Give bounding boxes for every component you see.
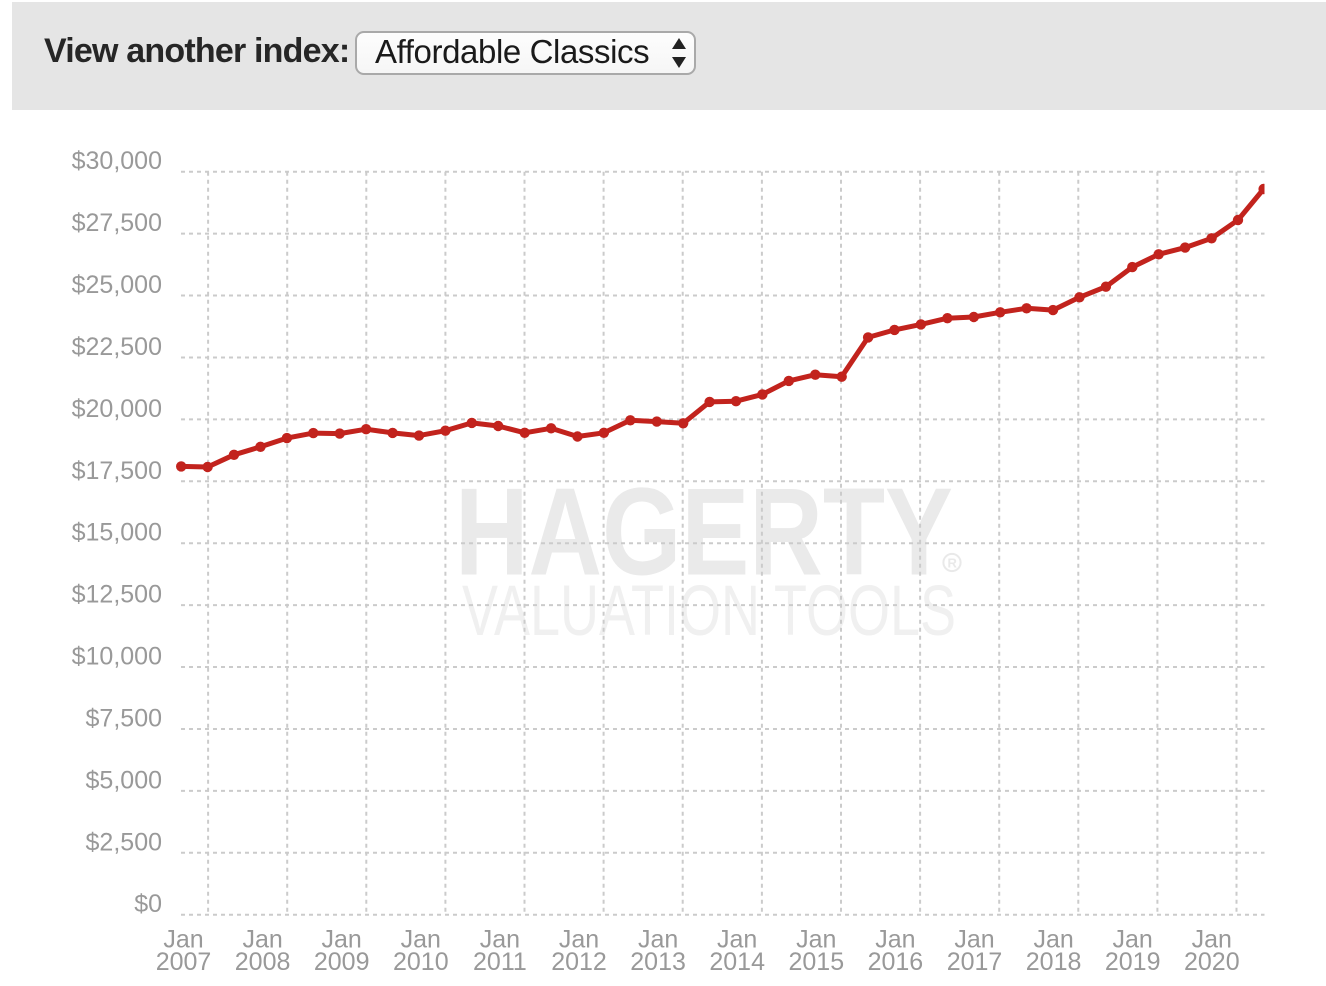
svg-text:$30,000: $30,000 <box>72 147 162 175</box>
svg-text:VALUATION TOOLS: VALUATION TOOLS <box>462 572 956 651</box>
svg-text:$5,000: $5,000 <box>86 766 162 794</box>
svg-text:R: R <box>948 556 958 571</box>
svg-text:$27,500: $27,500 <box>72 209 162 237</box>
svg-text:$20,000: $20,000 <box>72 395 162 423</box>
svg-text:$17,500: $17,500 <box>72 457 162 485</box>
svg-text:$7,500: $7,500 <box>86 705 162 733</box>
svg-text:$2,500: $2,500 <box>86 828 162 856</box>
svg-text:$15,000: $15,000 <box>72 519 162 547</box>
svg-text:$10,000: $10,000 <box>72 643 162 671</box>
svg-text:$22,500: $22,500 <box>72 333 162 361</box>
svg-text:$0: $0 <box>134 890 162 918</box>
svg-text:$25,000: $25,000 <box>72 271 162 299</box>
svg-text:$12,500: $12,500 <box>72 581 162 609</box>
svg-text:HAGERTY: HAGERTY <box>455 464 953 602</box>
